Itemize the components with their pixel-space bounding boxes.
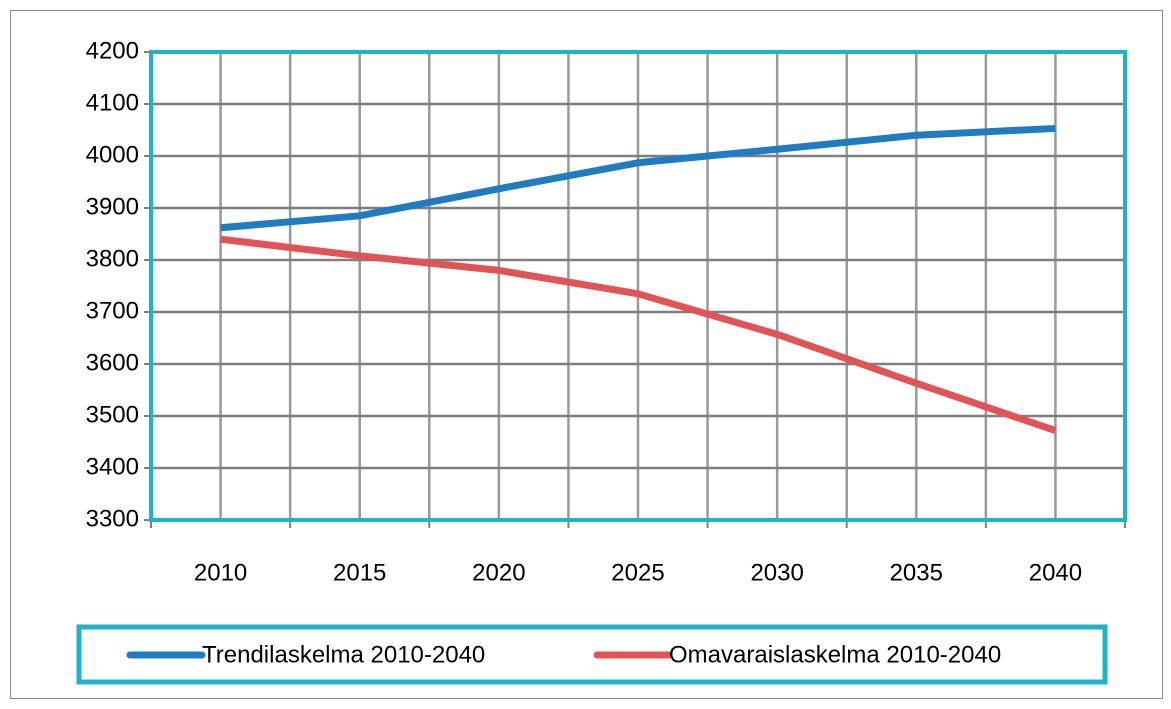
y-tick-label: 3500 <box>86 401 139 428</box>
x-tick-label: 2020 <box>472 559 525 586</box>
x-tick-label: 2035 <box>890 559 943 586</box>
x-tick-label: 2010 <box>194 559 247 586</box>
legend-label: Trendilaskelma 2010-2040 <box>202 641 485 668</box>
x-tick-label: 2040 <box>1029 559 1082 586</box>
x-tick-label: 2015 <box>333 559 386 586</box>
chart-frame <box>10 10 1163 699</box>
x-tick-label: 2030 <box>750 559 803 586</box>
y-tick-label: 3300 <box>86 505 139 532</box>
plot-border <box>149 50 1127 522</box>
legend-label: Omavaraislaskelma 2010-2040 <box>669 641 1001 668</box>
y-tick-label: 4200 <box>86 37 139 64</box>
y-tick-label: 3800 <box>86 245 139 272</box>
y-tick-label: 3600 <box>86 349 139 376</box>
x-tick-label: 2025 <box>611 559 664 586</box>
legend-box <box>76 624 1108 685</box>
y-tick-label: 3700 <box>86 297 139 324</box>
series-line <box>220 235 1057 434</box>
y-tick-label: 4100 <box>86 89 139 116</box>
y-tick-label: 3900 <box>86 193 139 220</box>
series-line <box>220 124 1056 232</box>
y-tick-label: 3400 <box>86 453 139 480</box>
y-tick-label: 4000 <box>86 141 139 168</box>
